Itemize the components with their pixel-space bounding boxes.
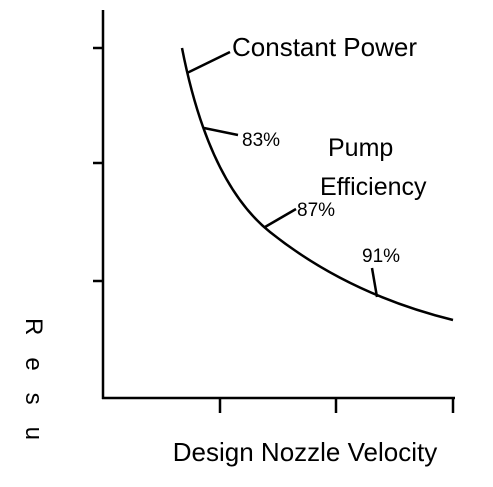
leader <box>264 207 297 229</box>
y-axis-label: Resu <box>20 318 47 462</box>
leader <box>186 50 231 75</box>
efficiency-mark: 83% <box>242 130 280 151</box>
leader <box>370 267 379 298</box>
efficiency-mark: 91% <box>362 246 400 267</box>
x-axis-label: Design Nozzle Velocity <box>173 437 437 467</box>
efficiency-title: Pump <box>328 134 393 162</box>
efficiency-mark: 87% <box>297 200 335 221</box>
leader <box>203 126 239 137</box>
curve <box>180 47 454 322</box>
curve-label: Constant Power <box>232 32 417 62</box>
efficiency-title: Efficiency <box>320 173 427 201</box>
